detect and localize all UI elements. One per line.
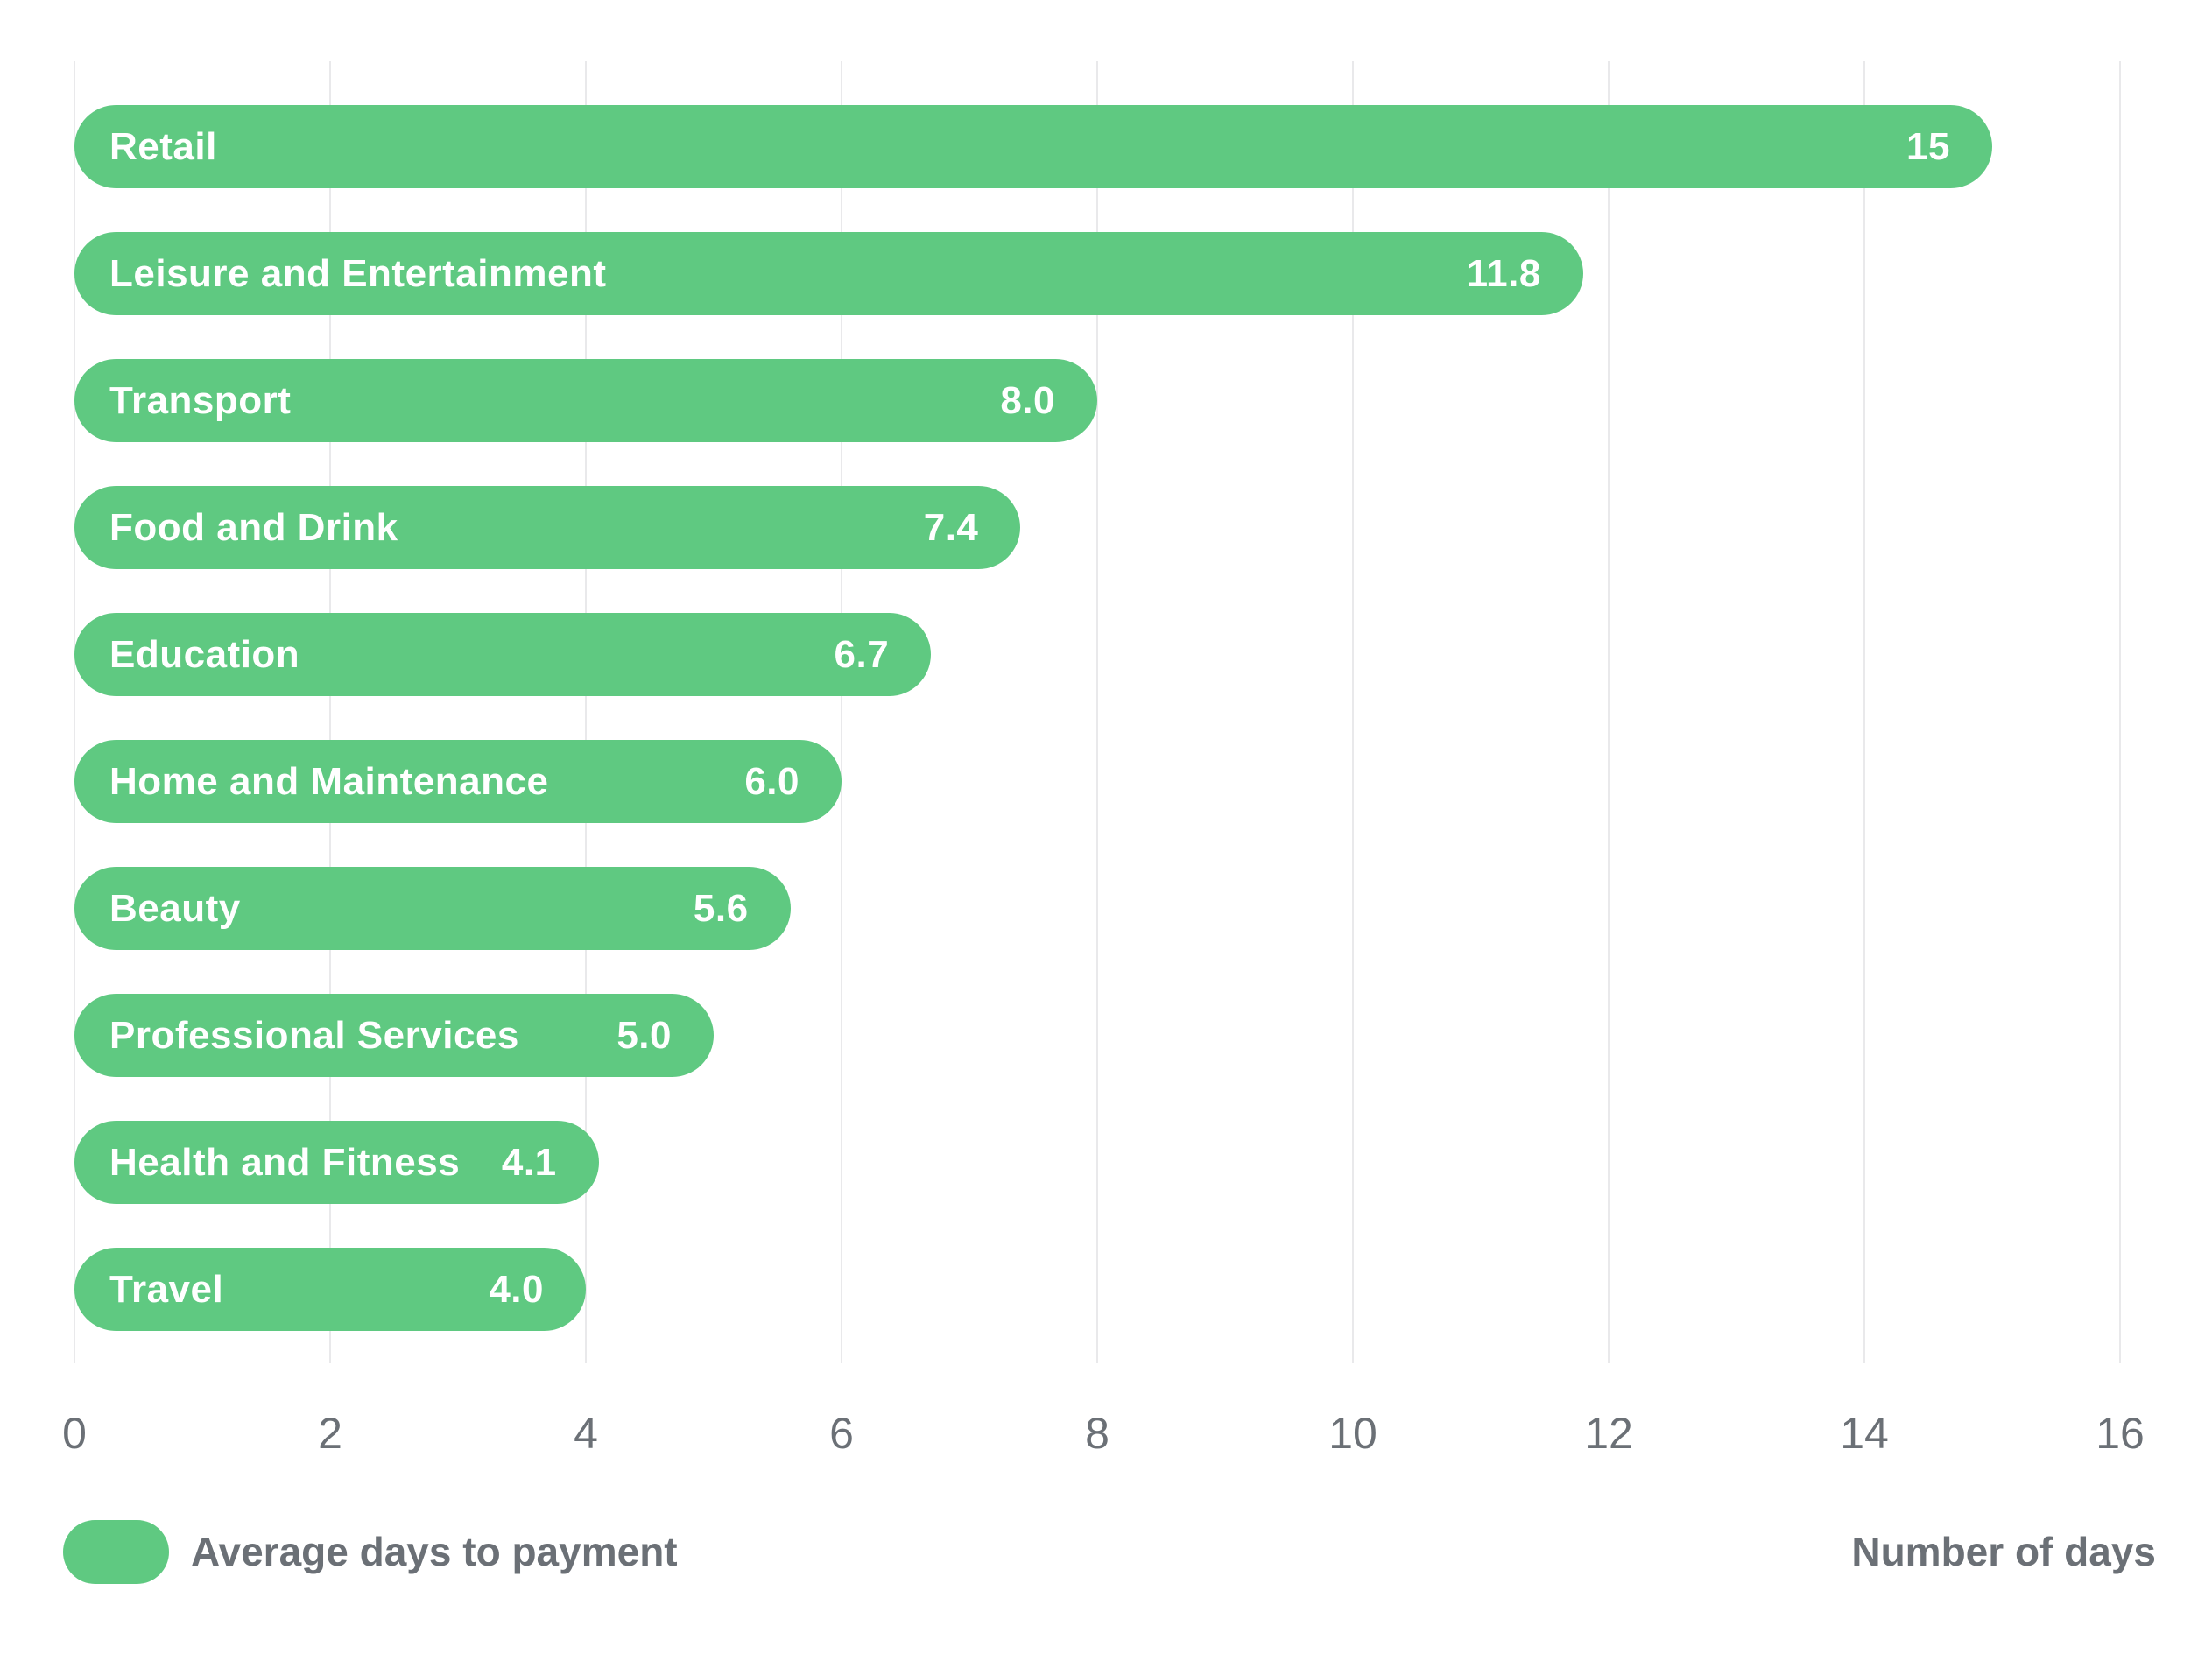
bar-value-label: 4.0 bbox=[489, 1267, 544, 1311]
bar-value-label: 15 bbox=[1906, 124, 1950, 168]
bar-value-label: 5.6 bbox=[693, 886, 749, 930]
gridline-6 bbox=[841, 61, 842, 1363]
x-tick-6: 6 bbox=[829, 1409, 854, 1458]
bar-value-label: 11.8 bbox=[1466, 251, 1541, 295]
bar-health-and-fitness: Health and Fitness 4.1 bbox=[74, 1121, 599, 1204]
bar-category-label: Transport bbox=[109, 378, 292, 422]
bar-category-label: Food and Drink bbox=[109, 505, 398, 549]
bar-leisure-and-entertainment: Leisure and Entertainment 11.8 bbox=[74, 232, 1583, 315]
bar-category-label: Travel bbox=[109, 1267, 224, 1311]
bar-retail: Retail 15 bbox=[74, 105, 1992, 188]
gridline-12 bbox=[1608, 61, 1610, 1363]
bar-category-label: Professional Services bbox=[109, 1013, 519, 1057]
bar-value-label: 8.0 bbox=[1000, 378, 1055, 422]
bar-value-label: 5.0 bbox=[616, 1013, 672, 1057]
x-tick-2: 2 bbox=[318, 1409, 342, 1458]
bar-beauty: Beauty 5.6 bbox=[74, 867, 791, 950]
x-tick-10: 10 bbox=[1328, 1409, 1377, 1458]
bar-category-label: Home and Maintenance bbox=[109, 759, 549, 803]
bar-value-label: 6.0 bbox=[744, 759, 800, 803]
legend-swatch bbox=[63, 1519, 169, 1584]
gridline-14 bbox=[1863, 61, 1865, 1363]
x-tick-14: 14 bbox=[1840, 1409, 1889, 1458]
gridline-10 bbox=[1352, 61, 1354, 1363]
bar-professional-services: Professional Services 5.0 bbox=[74, 994, 714, 1077]
gridline-8 bbox=[1096, 61, 1098, 1363]
bar-category-label: Leisure and Entertainment bbox=[109, 251, 607, 295]
bar-category-label: Education bbox=[109, 632, 300, 676]
bar-education: Education 6.7 bbox=[74, 613, 932, 696]
bar-category-label: Retail bbox=[109, 124, 217, 168]
x-axis-title: Number of days bbox=[1851, 1529, 2156, 1574]
gridline-16 bbox=[2119, 61, 2121, 1363]
bar-category-label: Health and Fitness bbox=[109, 1140, 461, 1184]
gridline-2 bbox=[329, 61, 331, 1363]
x-tick-4: 4 bbox=[574, 1409, 598, 1458]
bar-home-and-maintenance: Home and Maintenance 6.0 bbox=[74, 740, 842, 823]
legend-label: Average days to payment bbox=[191, 1529, 678, 1574]
gridline-4 bbox=[585, 61, 587, 1363]
bar-value-label: 7.4 bbox=[923, 505, 979, 549]
x-tick-0: 0 bbox=[62, 1409, 87, 1458]
bar-food-and-drink: Food and Drink 7.4 bbox=[74, 486, 1021, 569]
gridline-0 bbox=[74, 61, 75, 1363]
x-tick-16: 16 bbox=[2096, 1409, 2145, 1458]
bar-transport: Transport 8.0 bbox=[74, 359, 1097, 442]
legend: Average days to payment bbox=[63, 1519, 678, 1584]
x-tick-8: 8 bbox=[1085, 1409, 1110, 1458]
bar-value-label: 4.1 bbox=[501, 1140, 557, 1184]
bar-value-label: 6.7 bbox=[834, 632, 890, 676]
bar-travel: Travel 4.0 bbox=[74, 1248, 586, 1331]
bar-category-label: Beauty bbox=[109, 886, 241, 930]
x-tick-12: 12 bbox=[1584, 1409, 1633, 1458]
